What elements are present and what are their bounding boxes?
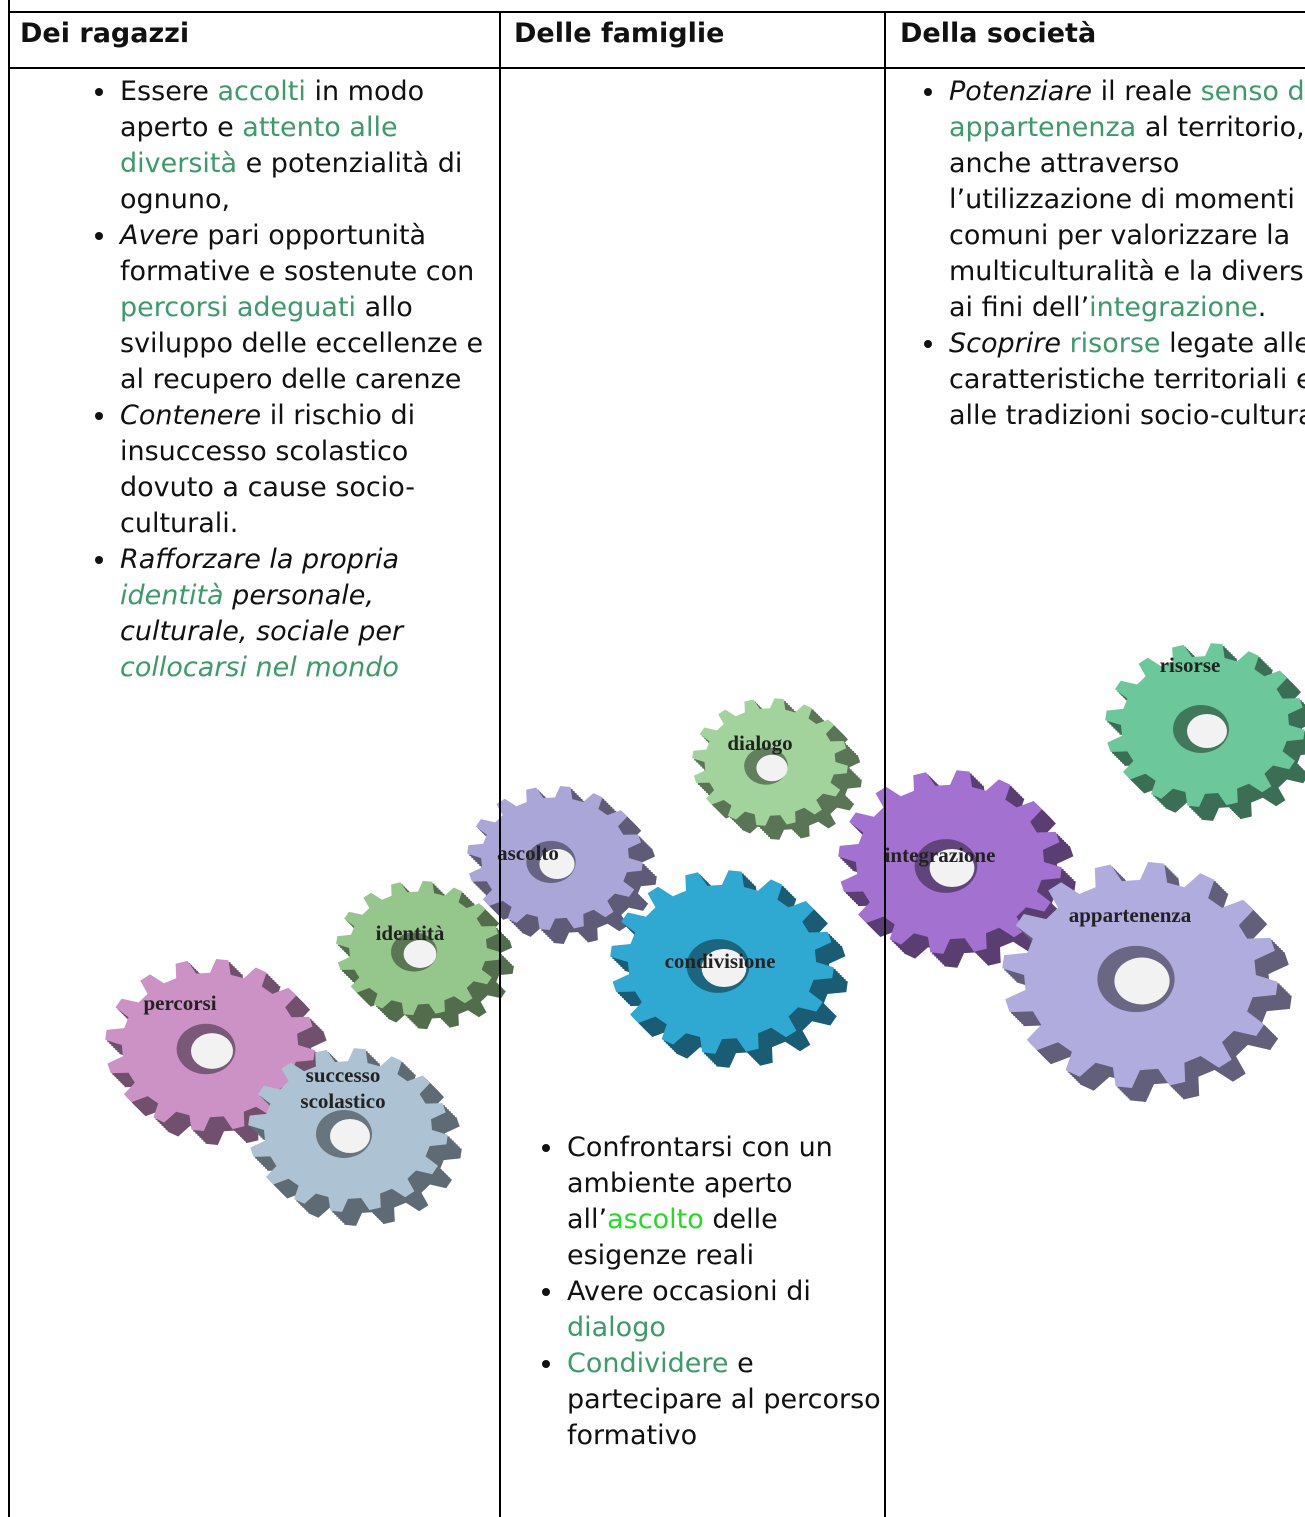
table-border bbox=[499, 12, 501, 1517]
text-run: ascolto bbox=[607, 1204, 704, 1235]
text-run: al territorio, anche attraverso l’utiliz… bbox=[949, 112, 1305, 323]
gear-label: dialogo bbox=[727, 731, 792, 755]
text-run: Condividere bbox=[567, 1348, 729, 1379]
text-run: in modo aperto e bbox=[120, 76, 425, 143]
bullet-item: Essere accolti in modo aperto e attento … bbox=[118, 74, 490, 218]
text-run: pari opportunità formative e sostenute c… bbox=[120, 220, 475, 287]
text-run: Avere bbox=[120, 220, 199, 251]
text-run: dialogo bbox=[567, 1312, 666, 1343]
text-run: . bbox=[1257, 292, 1267, 323]
gear-label-line: scolastico bbox=[300, 1089, 385, 1113]
gear-label: condivisione bbox=[665, 949, 776, 973]
table-border bbox=[8, 11, 1305, 13]
text-run: identità bbox=[120, 580, 224, 611]
bullet-item: Confrontarsi con un ambiente aperto all’… bbox=[565, 1130, 885, 1274]
column-header: Della società bbox=[900, 18, 1097, 49]
bullet-item: Rafforzare la propria identità personale… bbox=[118, 542, 490, 686]
gear-hole bbox=[330, 1119, 370, 1153]
text-run: integrazione bbox=[1089, 292, 1258, 323]
text-run: attento alle diversità bbox=[120, 112, 398, 179]
text-run bbox=[1061, 328, 1070, 359]
gear-hole bbox=[1187, 714, 1227, 748]
text-run: Avere occasioni di bbox=[567, 1276, 811, 1307]
gear-hole bbox=[929, 848, 975, 888]
text-run: Scoprire bbox=[949, 328, 1061, 359]
gear-hole bbox=[539, 849, 575, 879]
bullet-item: Avere pari opportunità formative e soste… bbox=[118, 218, 490, 398]
text-run: senso di appartenenza bbox=[949, 76, 1305, 143]
text-run: Essere bbox=[120, 76, 218, 107]
gear-hole bbox=[191, 1033, 233, 1069]
gear-label: integrazione bbox=[885, 843, 996, 867]
column-header: Dei ragazzi bbox=[20, 18, 190, 49]
bullet-item: Scoprire risorse legate alle caratterist… bbox=[947, 326, 1305, 434]
text-run: risorse bbox=[1069, 328, 1161, 359]
gear-hole bbox=[701, 948, 747, 988]
table-border bbox=[884, 12, 886, 1517]
gear-label: successo scolastico bbox=[300, 1063, 385, 1113]
text-run: collocarsi nel mondo bbox=[120, 652, 399, 683]
text-run: il rischio di insuccesso scolastico dovu… bbox=[120, 400, 416, 539]
gear-label: appartenenza bbox=[1069, 903, 1192, 927]
gear-hole bbox=[403, 940, 437, 968]
text-run: accolti bbox=[217, 76, 306, 107]
bullet-list: Confrontarsi con un ambiente aperto all’… bbox=[522, 1130, 885, 1454]
text-run: Confrontarsi con un ambiente aperto all’ bbox=[567, 1132, 833, 1235]
bullet-item: Potenziare il reale senso di appartenenz… bbox=[947, 74, 1305, 326]
gear-hole bbox=[756, 754, 788, 782]
bullet-item: Condividere e partecipare al percorso fo… bbox=[565, 1346, 885, 1454]
text-run: allo sviluppo delle eccellenze e al recu… bbox=[120, 292, 484, 395]
bullet-item: Contenere il rischio di insuccesso scola… bbox=[118, 398, 490, 542]
bullet-list: Potenziare il reale senso di appartenenz… bbox=[905, 74, 1305, 434]
gear-label: identità bbox=[376, 921, 445, 945]
text-run: personale, culturale, sociale per bbox=[120, 580, 404, 647]
gear-label: risorse bbox=[1160, 653, 1221, 677]
bullet-list: Essere accolti in modo aperto e attento … bbox=[78, 74, 490, 686]
text-run: Contenere bbox=[120, 400, 262, 431]
column-header: Delle famiglie bbox=[514, 18, 725, 49]
bullet-item: Avere occasioni di dialogo bbox=[565, 1274, 885, 1346]
text-run: Potenziare bbox=[949, 76, 1093, 107]
text-run: Rafforzare la propria bbox=[120, 544, 400, 575]
gear-label: percorsi bbox=[143, 991, 216, 1015]
gear-hole bbox=[1114, 957, 1170, 1005]
text-run: e partecipare al percorso formativo bbox=[567, 1348, 881, 1451]
gear-label: ascolto bbox=[497, 841, 559, 865]
table-border bbox=[8, 0, 10, 1517]
text-run: percorsi adeguati bbox=[120, 292, 357, 323]
text-run: delle esigenze reali bbox=[567, 1204, 778, 1271]
gear-label-line: successo bbox=[306, 1063, 381, 1087]
table-border bbox=[8, 67, 1305, 69]
text-run: legate alle caratteristiche territoriali… bbox=[949, 328, 1305, 431]
text-run: e potenzialità di ognuno, bbox=[120, 148, 463, 215]
text-run: il reale bbox=[1092, 76, 1201, 107]
